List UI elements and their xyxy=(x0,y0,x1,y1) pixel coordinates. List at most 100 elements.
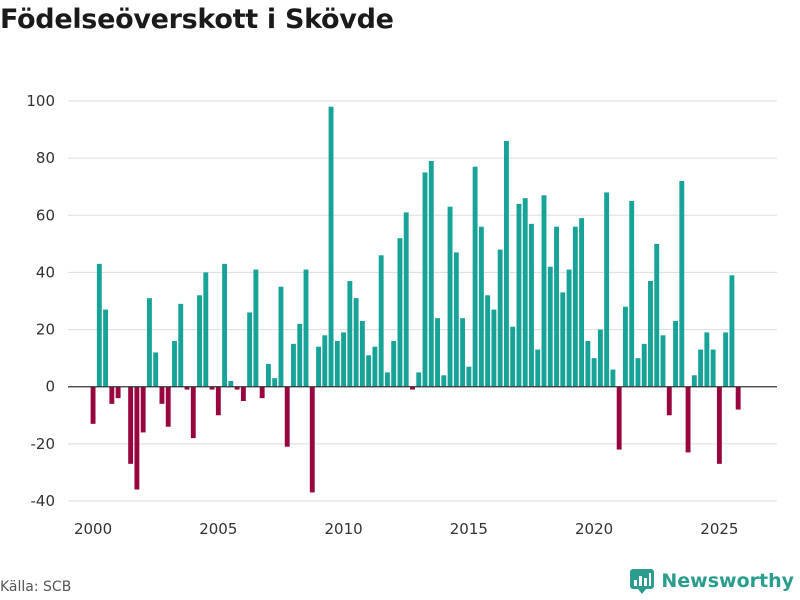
bar[interactable] xyxy=(547,266,553,387)
bar[interactable] xyxy=(635,358,641,387)
bar[interactable] xyxy=(353,298,359,387)
bar[interactable] xyxy=(159,386,165,404)
bar[interactable] xyxy=(447,206,453,387)
bar[interactable] xyxy=(510,326,516,387)
bar[interactable] xyxy=(560,292,566,387)
bar[interactable] xyxy=(291,343,296,387)
bar[interactable] xyxy=(673,321,678,387)
bar[interactable] xyxy=(554,226,559,387)
bar[interactable] xyxy=(453,252,459,387)
bar[interactable] xyxy=(215,386,221,416)
bar[interactable] xyxy=(178,303,184,387)
bar[interactable] xyxy=(685,386,691,453)
bar[interactable] xyxy=(572,226,578,387)
bar[interactable] xyxy=(347,281,353,387)
bar[interactable] xyxy=(222,263,228,387)
bar[interactable] xyxy=(735,386,741,410)
bar[interactable] xyxy=(729,275,735,387)
bar[interactable] xyxy=(172,341,177,387)
bar[interactable] xyxy=(666,386,672,416)
bar[interactable] xyxy=(128,386,134,464)
bar[interactable] xyxy=(265,363,271,387)
bar[interactable] xyxy=(109,386,115,404)
bar[interactable] xyxy=(234,386,240,390)
bar[interactable] xyxy=(240,386,246,401)
newsworthy-logo[interactable]: Newsworthy xyxy=(629,568,794,594)
bar[interactable] xyxy=(497,249,503,387)
bar[interactable] xyxy=(322,335,328,387)
bar[interactable] xyxy=(541,195,547,387)
bar[interactable] xyxy=(691,375,697,387)
bar[interactable] xyxy=(341,332,347,387)
bar[interactable] xyxy=(566,269,572,387)
bar[interactable] xyxy=(372,346,378,387)
bar[interactable] xyxy=(203,272,209,387)
bar[interactable] xyxy=(153,352,159,387)
bar[interactable] xyxy=(485,295,491,387)
bar[interactable] xyxy=(522,198,528,387)
bar[interactable] xyxy=(435,318,440,387)
bar[interactable] xyxy=(591,358,597,387)
bar[interactable] xyxy=(466,366,472,387)
bar[interactable] xyxy=(90,386,96,424)
bar[interactable] xyxy=(140,386,146,433)
bar[interactable] xyxy=(209,386,215,390)
bar[interactable] xyxy=(410,386,415,390)
bar[interactable] xyxy=(529,223,534,387)
bar[interactable] xyxy=(316,346,321,387)
bar[interactable] xyxy=(704,332,710,387)
bar[interactable] xyxy=(391,341,397,387)
bar[interactable] xyxy=(103,309,109,387)
bar[interactable] xyxy=(472,166,478,387)
bar[interactable] xyxy=(334,341,340,387)
bar[interactable] xyxy=(422,172,428,387)
bar[interactable] xyxy=(384,372,390,387)
bar[interactable] xyxy=(309,386,315,493)
bar[interactable] xyxy=(366,355,372,387)
bar[interactable] xyxy=(585,341,591,387)
bar[interactable] xyxy=(184,386,190,390)
bar[interactable] xyxy=(397,238,403,387)
bar[interactable] xyxy=(359,321,365,387)
bar[interactable] xyxy=(284,386,290,447)
bar[interactable] xyxy=(597,329,603,387)
bar[interactable] xyxy=(428,161,434,387)
bar[interactable] xyxy=(403,212,409,387)
bar[interactable] xyxy=(660,335,666,387)
bar[interactable] xyxy=(629,201,635,387)
bar[interactable] xyxy=(503,141,509,387)
bar[interactable] xyxy=(698,349,704,387)
bar[interactable] xyxy=(622,306,628,387)
bar[interactable] xyxy=(303,269,309,387)
bar[interactable] xyxy=(604,192,610,387)
bar[interactable] xyxy=(165,386,171,427)
bar[interactable] xyxy=(134,386,140,490)
bar[interactable] xyxy=(378,255,384,387)
bar[interactable] xyxy=(297,323,303,387)
bar[interactable] xyxy=(441,375,447,387)
bar[interactable] xyxy=(610,369,616,387)
bar[interactable] xyxy=(146,298,152,387)
bar[interactable] xyxy=(278,286,284,387)
bar[interactable] xyxy=(516,203,522,387)
bar[interactable] xyxy=(253,269,259,387)
bar[interactable] xyxy=(723,332,729,387)
bar[interactable] xyxy=(115,386,121,399)
bar[interactable] xyxy=(272,378,278,387)
bar[interactable] xyxy=(710,349,716,387)
bar[interactable] xyxy=(648,281,653,387)
bar[interactable] xyxy=(654,243,660,387)
bar[interactable] xyxy=(197,295,202,387)
bar[interactable] xyxy=(616,386,622,450)
bar[interactable] xyxy=(641,343,647,387)
bar[interactable] xyxy=(491,309,497,387)
bar[interactable] xyxy=(478,226,484,387)
bar[interactable] xyxy=(328,106,334,387)
bar[interactable] xyxy=(228,381,234,387)
bar[interactable] xyxy=(416,372,422,387)
bar[interactable] xyxy=(579,218,585,387)
bar[interactable] xyxy=(96,263,102,387)
bar[interactable] xyxy=(460,318,466,387)
bar[interactable] xyxy=(190,386,196,439)
bar[interactable] xyxy=(247,312,253,387)
